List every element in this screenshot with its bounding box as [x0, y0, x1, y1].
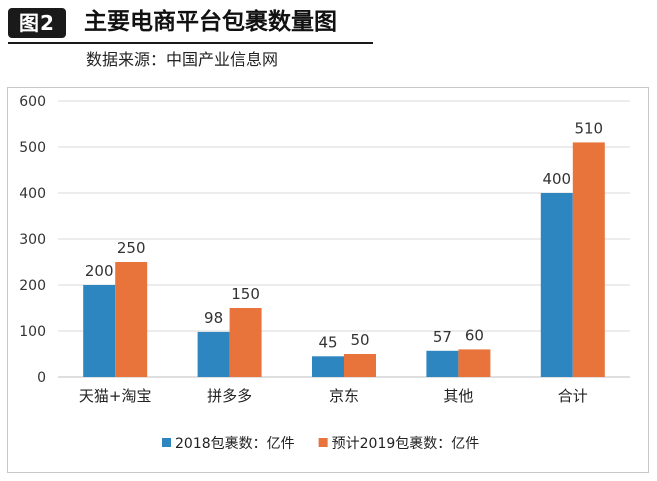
x-category-label: 其他: [443, 387, 473, 405]
data-label: 98: [204, 309, 223, 327]
legend-label-2019: 预计2019包裹数：亿件: [332, 436, 480, 452]
data-label: 45: [318, 333, 337, 351]
chart-title: 主要电商平台包裹数量图: [84, 9, 337, 35]
legend-swatch-2019: [318, 438, 328, 447]
bar-2018-0: [83, 285, 116, 377]
legend-swatch-2018: [162, 438, 171, 447]
y-tick-label: 500: [19, 140, 46, 156]
y-tick-label: 100: [19, 324, 46, 340]
x-category-label: 拼多多: [207, 387, 252, 405]
bar-2019-4: [572, 142, 605, 377]
bar-2018-4: [540, 193, 573, 377]
x-category-label: 京东: [329, 387, 359, 405]
data-source: 数据来源：中国产业信息网: [86, 50, 279, 69]
bar-2019-0: [115, 262, 148, 377]
data-label: 150: [231, 285, 260, 303]
data-label: 400: [542, 170, 571, 188]
figure-header: 图2 主要电商平台包裹数量图 数据来源：中国产业信息网: [0, 0, 657, 80]
figure-number-badge: 图2: [8, 8, 66, 38]
bar-2019-3: [458, 349, 491, 377]
y-tick-label: 200: [19, 278, 46, 294]
y-tick-label: 0: [37, 370, 46, 386]
bar-2019-2: [344, 354, 376, 377]
legend-label-2018: 2018包裹数：亿件: [175, 436, 295, 452]
bar-2018-2: [312, 356, 344, 377]
data-label: 200: [85, 262, 114, 280]
y-tick-label: 600: [19, 94, 46, 110]
x-category-label: 天猫+淘宝: [79, 387, 152, 405]
y-tick-label: 300: [19, 232, 46, 248]
bar-2018-1: [197, 331, 230, 377]
title-underline: [8, 42, 373, 44]
data-label: 510: [574, 119, 603, 137]
x-category-label: 合计: [558, 387, 588, 405]
data-label: 50: [350, 331, 369, 349]
bar-2019-1: [229, 308, 262, 377]
data-label: 250: [117, 239, 146, 257]
y-tick-label: 400: [19, 186, 46, 202]
data-label: 57: [433, 328, 452, 346]
bar-2018-3: [426, 350, 459, 377]
data-label: 60: [465, 326, 484, 344]
